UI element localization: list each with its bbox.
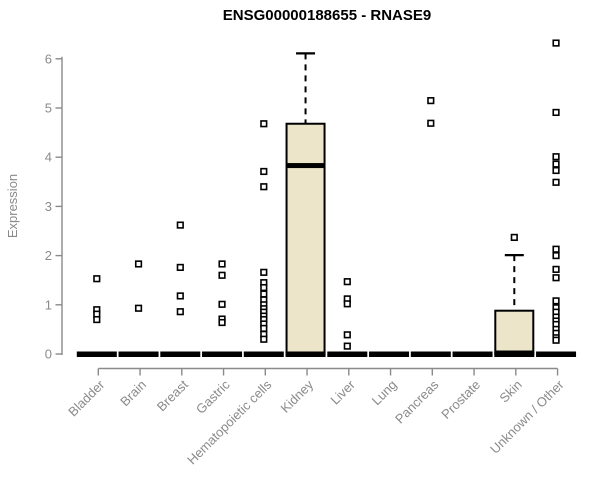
median-line: [286, 163, 325, 169]
data-point: [552, 297, 560, 305]
data-point: [260, 324, 268, 333]
data-point: [176, 221, 184, 229]
zero-bar: [285, 351, 326, 357]
x-tick-label: Kidney: [277, 377, 316, 416]
y-tick-label: 5: [45, 101, 52, 116]
data-point: [552, 108, 560, 117]
zero-bar: [160, 351, 201, 357]
x-tick-label: Prostate: [438, 377, 483, 422]
data-point: [343, 278, 351, 286]
data-point: [218, 260, 226, 268]
data-point: [552, 153, 560, 161]
data-point: [260, 335, 268, 343]
x-tick-label: Breast: [154, 377, 191, 414]
zero-bar: [327, 351, 368, 357]
data-point: [343, 342, 351, 350]
data-point: [427, 97, 435, 105]
zero-bar: [243, 351, 284, 357]
data-point: [260, 268, 268, 276]
y-tick-label: 3: [45, 199, 52, 214]
data-point: [343, 331, 351, 339]
data-point: [134, 304, 143, 312]
data-point: [93, 315, 101, 324]
chart-title: ENSG00000188655 - RNASE9: [222, 7, 432, 24]
x-tick-label: Brain: [117, 377, 149, 409]
data-point: [176, 308, 184, 316]
data-point: [510, 233, 518, 241]
data-point: [552, 245, 560, 253]
zero-bar: [369, 351, 410, 357]
data-point: [176, 263, 184, 272]
data-point: [260, 183, 268, 191]
y-tick-label: 6: [45, 51, 52, 66]
data-point: [260, 283, 268, 292]
x-tick-label: Pancreas: [392, 377, 442, 427]
zero-bar: [452, 351, 493, 357]
x-tick-label: Unknown / Other: [487, 377, 567, 457]
data-point: [218, 271, 226, 279]
x-tick-label: Gastric: [193, 377, 233, 417]
x-tick-label: Bladder: [65, 377, 108, 420]
data-point: [552, 39, 560, 47]
y-tick-label: 1: [45, 297, 52, 312]
data-point: [552, 274, 560, 282]
data-point: [552, 252, 560, 260]
zero-bar: [202, 351, 243, 357]
zero-bar: [118, 351, 159, 357]
data-point: [218, 300, 226, 308]
zero-bar: [536, 351, 577, 357]
data-point: [343, 300, 351, 308]
y-tick-label: 2: [45, 248, 52, 263]
data-point: [552, 166, 560, 175]
x-tick-label: Liver: [327, 377, 358, 408]
data-point: [552, 265, 560, 273]
y-tick-label: 0: [45, 347, 52, 362]
y-tick-label: 4: [45, 150, 52, 165]
x-tick-label: Lung: [369, 377, 400, 408]
data-point: [218, 318, 226, 327]
data-point: [260, 167, 268, 176]
data-point: [93, 275, 101, 283]
data-point: [427, 119, 435, 127]
data-point: [552, 178, 560, 186]
zero-bar: [410, 351, 451, 357]
data-point: [552, 160, 560, 168]
data-point: [176, 292, 184, 300]
zero-bar: [76, 351, 117, 357]
x-tick-label: Skin: [496, 377, 524, 405]
data-point: [260, 120, 268, 128]
data-point: [134, 260, 143, 268]
box-skin: [494, 309, 535, 356]
data-point: [260, 290, 268, 298]
box-kidney: [285, 122, 326, 355]
zero-bar: [494, 351, 535, 357]
data-point: [552, 336, 560, 344]
